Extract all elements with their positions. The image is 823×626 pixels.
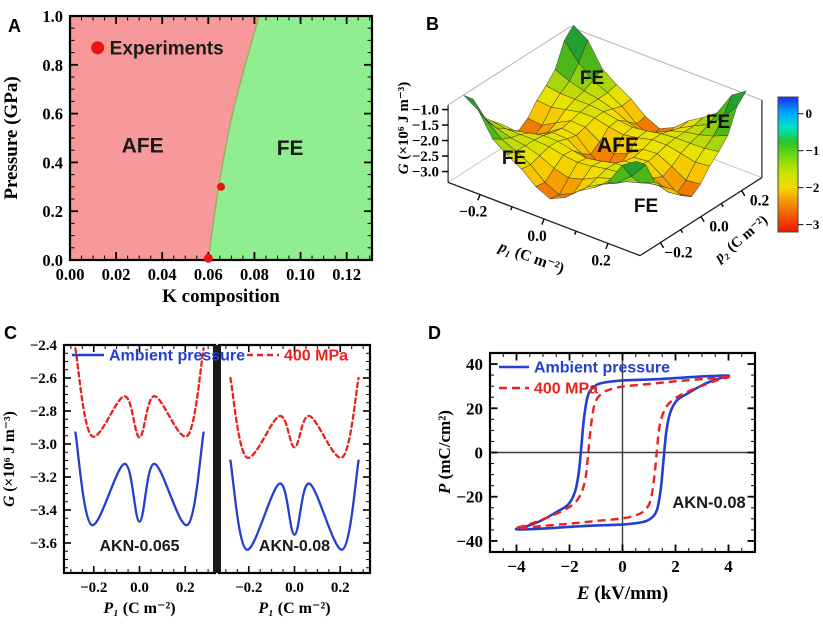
svg-text:0.0: 0.0: [130, 580, 149, 596]
svg-text:−3.0: −3.0: [30, 437, 57, 453]
svg-text:0.4: 0.4: [42, 153, 63, 172]
svg-text:0.8: 0.8: [42, 56, 63, 75]
panel-a: A 0.00 0.02 0.04 0.06 0.08 0.10 0.12 0.0 0.2 0.4 0…: [0, 0, 400, 315]
svg-text:AKN-0.08: AKN-0.08: [259, 538, 330, 555]
svg-text:−2.6: −2.6: [30, 371, 58, 387]
svg-text:0.2: 0.2: [42, 202, 63, 221]
svg-text:FE: FE: [502, 148, 526, 169]
svg-text:0.06: 0.06: [194, 265, 223, 284]
svg-text:0.08: 0.08: [240, 265, 269, 284]
panel-c-energy-wells-chart: −0.2 0.0 0.2 AKN-0.065 P₁ (C m⁻²) −0.2 0.0 0.2 A…: [1, 338, 372, 617]
svg-text:AKN-0.08: AKN-0.08: [672, 494, 745, 512]
svg-text:FE: FE: [706, 112, 730, 133]
svg-text:−0.2: −0.2: [459, 204, 487, 221]
svg-text:−20: −20: [456, 488, 483, 507]
panel-c-letter: C: [4, 323, 17, 343]
svg-text:0: 0: [475, 444, 484, 463]
svg-text:−2.8: −2.8: [30, 404, 57, 420]
svg-text:−2.5: −2.5: [412, 149, 439, 165]
svg-text:0.04: 0.04: [148, 265, 177, 284]
svg-text:FE: FE: [277, 137, 304, 160]
panel-b: B −1.0 −1.5 −2.0 −2.5 −3.0 G (×10⁶ J m⁻³) −0.2…: [396, 0, 823, 315]
svg-text:−0.2: −0.2: [235, 580, 262, 596]
svg-text:0.2: 0.2: [331, 580, 350, 596]
svg-text:0.2: 0.2: [176, 580, 195, 596]
panel-b-letter: B: [426, 14, 439, 34]
svg-text:1.0: 1.0: [42, 7, 63, 26]
svg-text:2: 2: [671, 557, 680, 576]
svg-text:0.0: 0.0: [42, 251, 63, 270]
svg-text:4: 4: [724, 557, 733, 576]
svg-text:AKN-0.065: AKN-0.065: [99, 538, 179, 555]
svg-text:Ambient pressure: Ambient pressure: [109, 348, 245, 365]
svg-text:0.0: 0.0: [285, 580, 304, 596]
panel-a-phase-diagram-chart: 0.00 0.02 0.04 0.06 0.08 0.10 0.12 0.0 0.2 0.4 0.6…: [1, 7, 374, 307]
svg-text:400 MPa: 400 MPa: [534, 381, 598, 398]
svg-text:−3: −3: [806, 217, 820, 232]
svg-text:−40: −40: [456, 532, 483, 551]
svg-text:E (kV/mm): E (kV/mm): [576, 583, 668, 604]
svg-text:40: 40: [466, 355, 483, 374]
svg-text:0.6: 0.6: [42, 105, 63, 124]
svg-text:K composition: K composition: [162, 286, 280, 307]
svg-text:−0.2: −0.2: [80, 580, 107, 596]
svg-text:Ambient pressure: Ambient pressure: [534, 360, 670, 377]
svg-text:AFE: AFE: [122, 135, 164, 158]
svg-text:−3.6: −3.6: [30, 536, 58, 552]
svg-text:0.10: 0.10: [286, 265, 315, 284]
svg-text:−3.4: −3.4: [30, 503, 58, 519]
svg-text:FE: FE: [634, 196, 658, 217]
svg-text:0.2: 0.2: [591, 252, 611, 269]
svg-text:Pressure (GPa): Pressure (GPa): [1, 76, 22, 199]
svg-text:20: 20: [466, 399, 483, 418]
svg-text:0.2: 0.2: [750, 193, 770, 210]
svg-text:−3.0: −3.0: [412, 165, 439, 181]
svg-text:−2.0: −2.0: [412, 134, 439, 150]
svg-text:−2: −2: [560, 557, 578, 576]
svg-text:FE: FE: [580, 68, 604, 89]
svg-text:0.0: 0.0: [709, 219, 729, 236]
svg-text:0: 0: [618, 557, 627, 576]
panel-d-letter: D: [428, 323, 441, 343]
panel-b-energy-surface-chart: −1.0−1.5−2.0−2.5−3.0G (×10⁶ J m⁻³) −0.2 0.…: [396, 24, 820, 277]
svg-text:AFE: AFE: [597, 134, 639, 157]
svg-text:0.0: 0.0: [527, 228, 547, 245]
panel-c: C −0.2 0.0 0.2 AKN-0.065 P₁ (C m⁻²) −0.2 0.0 0.…: [0, 315, 400, 626]
svg-text:P₁ (C m⁻²): P₁ (C m⁻²): [257, 600, 330, 617]
svg-text:−3.2: −3.2: [30, 470, 57, 486]
svg-text:0.12: 0.12: [332, 265, 361, 284]
svg-text:G (×10⁶ J m⁻³): G (×10⁶ J m⁻³): [1, 411, 18, 507]
svg-text:−2: −2: [806, 180, 820, 195]
svg-text:400 MPa: 400 MPa: [284, 348, 348, 365]
svg-text:−1.0: −1.0: [412, 103, 439, 119]
svg-text:P (mC/cm²): P (mC/cm²): [435, 410, 454, 495]
svg-text:0.02: 0.02: [102, 265, 131, 284]
svg-text:P₁ (C m⁻²): P₁ (C m⁻²): [102, 600, 175, 617]
svg-text:−1: −1: [806, 143, 820, 158]
panel-d: D −4 −2 0 2 4 −40 −20 0 20 40 E (kV/mm) P (mC/cm²) A…: [400, 315, 823, 626]
svg-text:−0.2: −0.2: [664, 245, 692, 262]
svg-text:G (×10⁶ J m⁻³): G (×10⁶ J m⁻³): [396, 82, 412, 175]
svg-text:−1.5: −1.5: [412, 118, 439, 134]
svg-text:−2.4: −2.4: [30, 338, 58, 354]
svg-text:Experiments: Experiments: [110, 39, 224, 60]
svg-text:−4: −4: [507, 557, 526, 576]
svg-text:0: 0: [806, 106, 813, 121]
svg-text:0.00: 0.00: [56, 265, 85, 284]
panel-a-letter: A: [8, 16, 21, 36]
